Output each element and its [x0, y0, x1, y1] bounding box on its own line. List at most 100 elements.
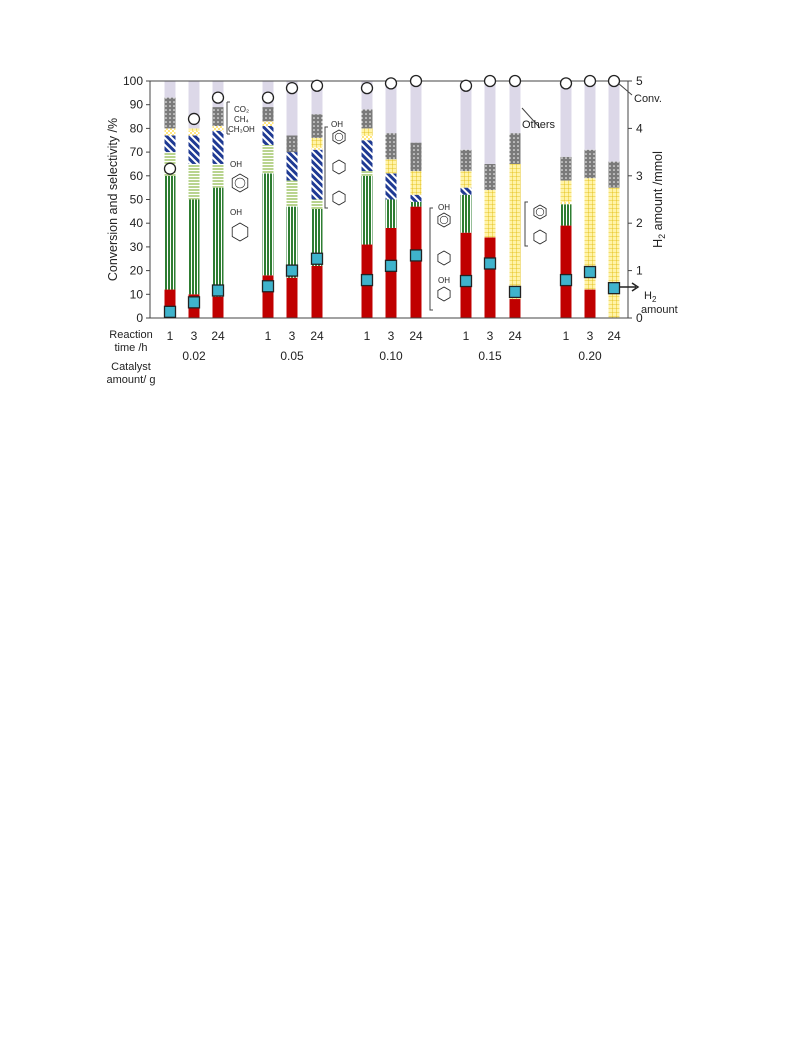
bar-7-segment-methoxycyclohexanol — [361, 175, 373, 245]
cyclohexanone-structure — [437, 250, 451, 266]
phenolic-bracket — [429, 207, 433, 311]
conversion-marker — [360, 81, 374, 95]
bar-13-segment-others — [560, 81, 572, 157]
catalyst-label: 0.20 — [578, 349, 602, 363]
bar-2-segment-benzene_cyclohexane — [188, 128, 200, 131]
bar-6-segment-gases — [311, 114, 323, 138]
y-tick-label: 20 — [130, 264, 144, 278]
bar-13-segment-methoxycyclohexanol — [560, 204, 572, 226]
cyclohexanediol-structure — [332, 190, 346, 206]
bar-11-segment-gases — [484, 163, 496, 191]
bar-3-segment-methoxycyclohexanol — [212, 187, 224, 297]
catalyst-label: 0.02 — [182, 349, 206, 363]
bar-6-segment-benzene_cyclohexane — [311, 137, 323, 148]
row-label-time-unit: time /h — [114, 342, 147, 354]
bar-10-segment-others — [460, 81, 472, 150]
bar-2-segment-guaiacol — [188, 163, 200, 200]
x-tick-label: 1 — [265, 329, 272, 343]
conversion-marker — [384, 77, 398, 90]
bar-3-segment-hydroxycyclohexanone — [212, 126, 224, 131]
phenol-oh-label: OH — [438, 203, 450, 212]
bar-15-segment-gases — [608, 161, 620, 188]
bar-4-segment-hydroxycyclohexanone — [262, 121, 274, 127]
x-tick-label: 1 — [463, 329, 470, 343]
bar-2-segment-methoxycyclohexanol — [188, 199, 200, 295]
h2-marker — [163, 305, 177, 318]
y2-tick-label: 3 — [636, 169, 643, 183]
conversion-marker — [459, 79, 473, 92]
bar-3-segment-gases — [212, 107, 224, 127]
bar-9-segment-cyclohexanediol — [410, 194, 422, 202]
bar-13-segment-cyclohexanol — [560, 225, 572, 318]
h2-marker — [409, 249, 423, 262]
h2-annotation-sub: 2 — [652, 295, 657, 304]
h2-marker — [310, 252, 324, 265]
catalyst-label: 0.15 — [478, 349, 502, 363]
y-tick-label: 80 — [130, 121, 144, 135]
bar-3-segment-cyclohexanediol — [212, 130, 224, 164]
bar-7-segment-guaiacol — [361, 171, 373, 176]
bar-15-segment-others — [608, 81, 620, 162]
x-tick-label: 3 — [587, 329, 594, 343]
x-tick-label: 24 — [409, 329, 423, 343]
bar-2-segment-others — [188, 81, 200, 129]
y-tick-label: 100 — [123, 74, 143, 88]
phenol-structure-ring — [439, 215, 449, 225]
bar-5-segment-cyclohexanol — [286, 277, 298, 318]
x-tick-label: 24 — [508, 329, 522, 343]
bar-7-segment-others — [361, 81, 373, 110]
bar-14-segment-others — [584, 81, 596, 150]
conversion-marker — [483, 74, 497, 88]
x-tick-label: 1 — [364, 329, 371, 343]
bar-10-segment-benzene_cyclohexane — [460, 171, 472, 188]
catechol-structure-ring — [334, 132, 344, 142]
x-tick-label: 24 — [211, 329, 225, 343]
co2-label: CO₂ — [234, 105, 249, 114]
bar-6-segment-hydroxycyclohexanone — [311, 147, 323, 150]
h2-marker — [384, 259, 398, 273]
x-tick-label: 1 — [167, 329, 174, 343]
h2-marker — [607, 281, 621, 295]
bar-7-segment-gases — [361, 109, 373, 129]
chart-figure: 0 10 20 30 40 50 60 70 80 90 100 0 1 2 3 4 5 Conversion a… — [0, 0, 793, 420]
bar-1-segment-methoxycyclohexanol — [164, 175, 176, 290]
catalyst-label: 0.05 — [280, 349, 304, 363]
conversion-marker — [187, 112, 201, 126]
bar-10-segment-gases — [460, 149, 472, 172]
methoxycyclohexanol-oh-label: OH — [230, 208, 242, 217]
bar-4-segment-methoxycyclohexanol — [262, 173, 274, 276]
bar-8-segment-cyclohexanediol — [385, 173, 397, 200]
bar-4-segment-gases — [262, 107, 274, 122]
h2-annotation-amount: amount — [641, 304, 678, 316]
bar-7-segment-hydroxycyclohexanone — [361, 135, 373, 141]
bar-12-segment-others — [509, 81, 521, 134]
conversion-marker — [607, 74, 621, 88]
chart-svg: 0 10 20 30 40 50 60 70 80 90 100 0 1 2 3 4 5 Conversion a… — [106, 74, 678, 386]
bar-2-segment-hydroxycyclohexanone — [188, 130, 200, 136]
ch4-label: CH₄ — [234, 115, 249, 124]
y2-tick-label: 2 — [636, 216, 643, 230]
x-tick-label: 24 — [607, 329, 621, 343]
bar-14-segment-benzene_cyclohexane — [584, 178, 596, 290]
bar-5-segment-methoxycyclohexanol — [286, 206, 298, 278]
bar-6-segment-guaiacol — [311, 199, 323, 209]
catechol-oh-label: OH — [331, 120, 343, 129]
x-tick-label: 3 — [191, 329, 198, 343]
cyclohexanol-oh-label: OH — [438, 276, 450, 285]
bar-8-segment-others — [385, 81, 397, 134]
hydroxycyclohexanone-structure — [332, 159, 346, 175]
bar-5-segment-others — [286, 81, 298, 136]
row-label-catalyst: Catalyst — [111, 361, 151, 373]
row-label-time: Reaction — [109, 329, 152, 341]
bar-10-segment-methoxycyclohexanol — [460, 194, 472, 233]
phenol-structure — [437, 212, 451, 228]
others-annotation: Others — [522, 119, 556, 131]
bar-14-segment-gases — [584, 149, 596, 179]
bar-1-segment-hydroxycyclohexanone — [164, 128, 176, 136]
conversion-marker — [163, 162, 177, 175]
y2-label-rest: amount /mmol — [651, 151, 665, 234]
conversion-marker — [559, 77, 573, 90]
bar-14-segment-cyclohexanol — [584, 289, 596, 318]
y-tick-label: 70 — [130, 145, 144, 159]
